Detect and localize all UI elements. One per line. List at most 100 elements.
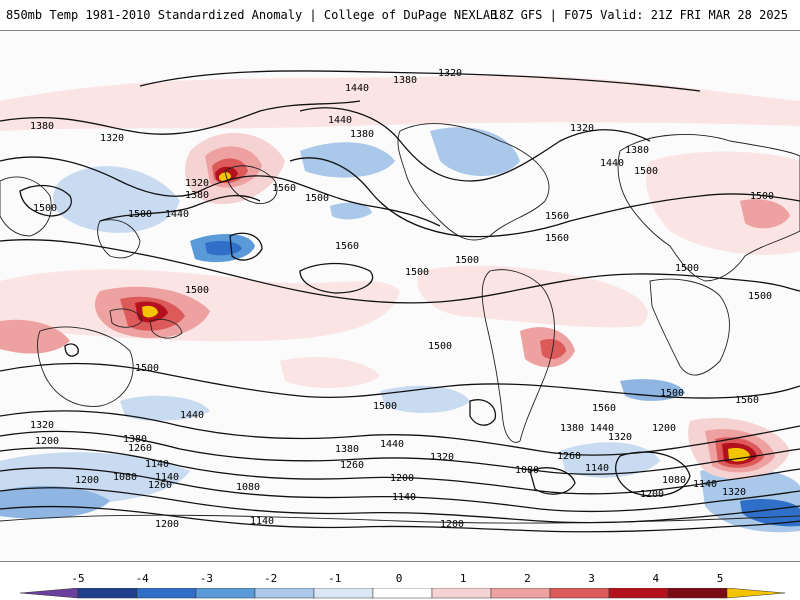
contour-label: 1200 (390, 473, 414, 484)
contour-label: 1080 (236, 482, 260, 493)
contour-label: 1500 (305, 193, 329, 204)
contour-label: 1080 (515, 465, 539, 476)
colorbar-tick-label: 1 (459, 572, 467, 585)
contour-label: 1200 (640, 489, 664, 500)
contour-label: 1140 (585, 463, 609, 474)
negative-anomaly-shading (0, 127, 800, 533)
header: 850mb Temp 1981-2010 Standardized Anomal… (0, 0, 800, 30)
contour-label: 1440 (328, 115, 352, 126)
model-run-info: 18Z GFS | F075 Valid: 21Z FRI MAR 28 202… (491, 8, 788, 22)
contour-label: 1440 (600, 158, 624, 169)
contour-label: 1320 (185, 178, 209, 189)
contour-label: 1500 (33, 203, 57, 214)
contour-label: 1560 (335, 241, 359, 252)
contour-label: 1260 (148, 480, 172, 491)
contour-label: 1140 (392, 492, 416, 503)
contour-label: 1200 (75, 475, 99, 486)
contour-label: 1440 (180, 410, 204, 421)
contour-label: 1380 (185, 190, 209, 201)
colorbar-segment (490, 588, 551, 599)
contour-label: 1140 (155, 472, 179, 483)
colorbar-segment (136, 588, 197, 599)
contour-label: 1380 (393, 75, 417, 86)
contour-label: 1200 (35, 436, 59, 447)
contour-label: 1500 (634, 166, 658, 177)
contour-label: 1320 (570, 123, 594, 134)
colorbar-tick-label: 2 (524, 572, 531, 585)
colorbar-tick-label: -1 (328, 572, 342, 585)
contour-label: 1440 (345, 83, 369, 94)
colorbar-segment (19, 588, 79, 599)
contour-label: 1320 (722, 487, 746, 498)
map-canvas: 1380 1320 1440 1320 1380 1320 1380 1440 … (0, 68, 800, 533)
colorbar-segment (549, 588, 610, 599)
colorbar-tick-label: -2 (263, 572, 278, 585)
contour-label: 1500 (128, 209, 152, 220)
contour-label: 1500 (675, 263, 699, 274)
contour-label: 1200 (652, 423, 676, 434)
coastlines (0, 123, 800, 524)
contour-label: 1560 (735, 395, 759, 406)
contour-label: 1500 (750, 191, 774, 202)
colorbar-tick-labels: -5 -4 -3 -2 -1 0 1 2 3 4 5 (0, 572, 800, 586)
contour-label: 1200 (440, 519, 464, 530)
positive-anomaly-shading (0, 75, 800, 480)
contour-label: 1500 (455, 255, 479, 266)
colorbar-segment (77, 588, 138, 599)
contour-label: 1380 (123, 434, 147, 445)
contour-label: 1560 (545, 233, 569, 244)
contour-label: 1140 (693, 479, 717, 490)
contour-label: 1320 (438, 68, 462, 79)
colorbar-segment (195, 588, 256, 599)
contour-label: 1440 (590, 423, 614, 434)
colorbar-segment (608, 588, 669, 599)
colorbar-segment (254, 588, 315, 599)
contour-label: 1380 (625, 145, 649, 156)
colorbar-tick-label: -5 (71, 572, 85, 585)
anomaly-map: 1380 1320 1440 1320 1380 1320 1380 1440 … (0, 30, 800, 562)
colorbar-tick-label: 3 (588, 572, 595, 585)
contour-label: 1320 (430, 452, 454, 463)
contour-label: 1320 (608, 432, 632, 443)
contour-label: 1140 (145, 459, 169, 470)
contour-label: 1260 (557, 451, 581, 462)
colorbar-tick-label: 0 (395, 572, 403, 585)
contour-label: 1140 (250, 516, 274, 527)
contour-label: 1260 (340, 460, 364, 471)
contour-label: 1560 (592, 403, 616, 414)
colorbar-segment (667, 588, 728, 599)
contour-labels: 1380 1320 1440 1320 1380 1320 1380 1440 … (30, 68, 774, 530)
contour-label: 1260 (128, 443, 152, 454)
contour-label: 1560 (272, 183, 296, 194)
contour-label: 1500 (428, 341, 452, 352)
colorbar-segment (313, 588, 374, 599)
contour-label: 1500 (405, 267, 429, 278)
contour-label: 1320 (100, 133, 124, 144)
contour-label: 1500 (660, 388, 684, 399)
contour-label: 1380 (350, 129, 374, 140)
contour-label: 1500 (373, 401, 397, 412)
contour-label: 1320 (30, 420, 54, 431)
colorbar-segment (372, 588, 433, 599)
contour-label: 1380 (335, 444, 359, 455)
map-title: 850mb Temp 1981-2010 Standardized Anomal… (6, 8, 498, 22)
contour-label: 1080 (662, 475, 686, 486)
contour-label: 1560 (545, 211, 569, 222)
colorbar-segment (431, 588, 492, 599)
contour-label: 1500 (748, 291, 772, 302)
colorbar-tick-label: 5 (716, 572, 724, 585)
contour-label: 1440 (380, 439, 404, 450)
height-contours (0, 70, 800, 533)
contour-label: 1380 (30, 121, 54, 132)
contour-label: 1500 (135, 363, 159, 374)
contour-label: 1200 (155, 519, 179, 530)
colorbar-tick-label: -3 (199, 572, 214, 585)
contour-label: 1380 (560, 423, 584, 434)
colorbar-segment (726, 588, 786, 599)
colorbar-scale (19, 588, 786, 599)
colorbar-tick-label: 4 (652, 572, 660, 585)
contour-label: 1500 (185, 285, 209, 296)
colorbar-tick-label: -4 (135, 572, 149, 585)
contour-label: 1080 (113, 472, 137, 483)
contour-label: 1440 (165, 209, 189, 220)
